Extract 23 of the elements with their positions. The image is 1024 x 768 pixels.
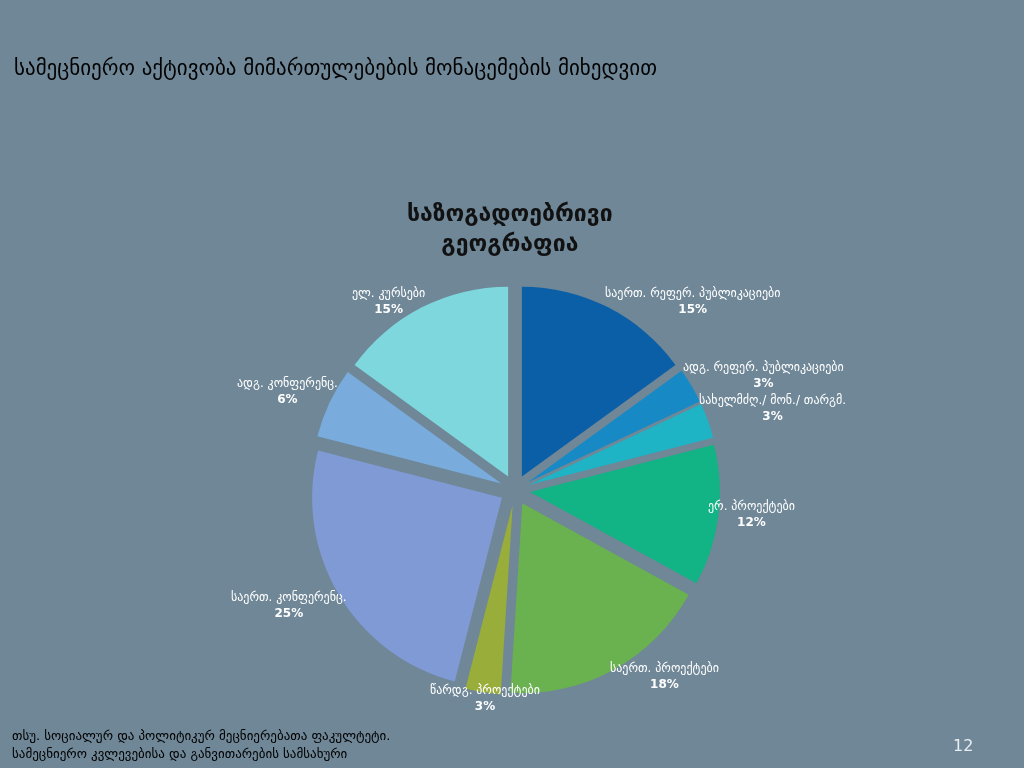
- slice-label: წარდგ. პროექტები: [430, 683, 540, 697]
- slice-label: საერთ. კონფერენც.: [231, 590, 347, 604]
- text: 12: [953, 736, 974, 755]
- slice-label: სახელმძღ./ მონ./ თარგმ.: [699, 393, 847, 407]
- slice-label: ელ. კურსები: [352, 286, 426, 300]
- slice-label: საერთ. რეფერ. პუბლიკაციები: [605, 286, 781, 300]
- text: სამეცნიერო კვლევებისა და განვითარების სამსახური: [12, 746, 348, 761]
- data-label: 6%: [277, 391, 298, 406]
- chart-title: სამეცნიერო აქტივობა მიმართულებების მონაცემების მიხედვით: [14, 56, 658, 80]
- data-label: 12%: [737, 514, 766, 529]
- chart-subtitle: საზოგადოებრივი გეოგრაფია: [407, 200, 613, 256]
- data-label: 15%: [374, 301, 403, 316]
- slice-label: ადგ. რეფერ. პუბლიკაციები: [683, 360, 844, 374]
- text: თსუ. სოციალურ და პოლიტიკურ მეცნიერებათა ფაკულტეტი.: [12, 728, 391, 743]
- slice-label: საერთ. პროექტები: [610, 661, 719, 675]
- slice-label: ერ. პროექტები: [708, 499, 795, 513]
- data-label: 3%: [474, 698, 496, 713]
- data-label: 3%: [762, 408, 783, 423]
- data-label: 3%: [753, 375, 774, 390]
- data-label: 15%: [678, 301, 708, 316]
- data-label: 18%: [650, 676, 679, 691]
- data-label: 25%: [274, 605, 304, 620]
- slice-label: ადგ. კონფერენც.: [237, 376, 338, 390]
